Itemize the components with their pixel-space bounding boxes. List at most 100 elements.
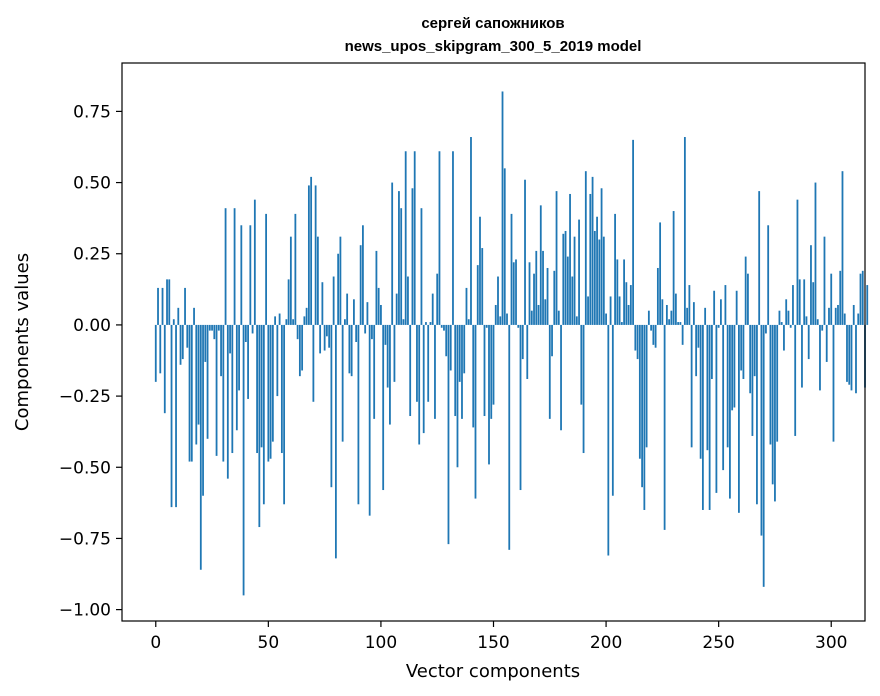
bar-60 bbox=[289, 236, 292, 325]
bar-245 bbox=[706, 324, 709, 451]
bar-124 bbox=[434, 324, 436, 419]
bar-73 bbox=[319, 324, 322, 354]
bar-134 bbox=[456, 324, 459, 468]
bar-194 bbox=[591, 176, 594, 325]
y-tick-label: 0.25 bbox=[73, 245, 111, 265]
bar-105 bbox=[391, 182, 394, 325]
bar-116 bbox=[416, 324, 418, 402]
bar-300 bbox=[830, 273, 833, 325]
bar-34 bbox=[231, 324, 234, 454]
bar-267 bbox=[756, 324, 758, 505]
bar-121 bbox=[427, 324, 430, 402]
bar-135 bbox=[458, 324, 461, 382]
bar-236 bbox=[686, 307, 689, 325]
bar-52 bbox=[271, 324, 274, 442]
bar-238 bbox=[690, 324, 693, 448]
bar-294 bbox=[816, 319, 819, 325]
bar-176 bbox=[551, 324, 553, 357]
bar-240 bbox=[695, 324, 698, 377]
bar-262 bbox=[744, 256, 747, 325]
bar-70 bbox=[312, 324, 315, 402]
bar-165 bbox=[526, 324, 529, 380]
bar-6 bbox=[168, 279, 171, 325]
bar-153 bbox=[499, 316, 502, 325]
bar-169 bbox=[535, 250, 538, 325]
bar-84 bbox=[344, 319, 346, 325]
bar-29 bbox=[220, 324, 222, 377]
y-tick-label: −1.00 bbox=[59, 601, 111, 621]
bar-2 bbox=[159, 324, 162, 374]
bar-129 bbox=[445, 324, 448, 357]
bar-189 bbox=[580, 324, 583, 405]
bar-50 bbox=[267, 324, 270, 462]
chart-title: сергей сапожников news_upos_skipgram_300… bbox=[345, 15, 642, 55]
bar-284 bbox=[794, 324, 797, 436]
bar-95 bbox=[368, 324, 371, 516]
bar-242 bbox=[699, 324, 702, 459]
y-tick-label: −0.50 bbox=[59, 458, 111, 478]
bar-21 bbox=[202, 324, 204, 496]
bar-159 bbox=[512, 262, 515, 325]
bar-279 bbox=[783, 324, 785, 351]
bar-74 bbox=[321, 282, 324, 325]
bar-301 bbox=[832, 324, 835, 442]
bar-199 bbox=[602, 236, 605, 325]
bar-306 bbox=[843, 313, 846, 325]
bar-280 bbox=[785, 299, 788, 325]
bar-274 bbox=[771, 324, 774, 485]
bar-23 bbox=[206, 324, 209, 439]
bar-239 bbox=[692, 302, 695, 325]
bar-230 bbox=[672, 211, 675, 325]
bar-219 bbox=[647, 310, 650, 325]
bar-59 bbox=[287, 279, 290, 325]
bar-298 bbox=[825, 324, 828, 362]
bar-259 bbox=[738, 324, 740, 513]
bar-36 bbox=[235, 324, 238, 431]
bar-86 bbox=[348, 324, 351, 374]
bar-14 bbox=[186, 324, 189, 348]
bar-106 bbox=[393, 324, 396, 382]
bar-226 bbox=[663, 324, 666, 530]
bar-177 bbox=[553, 270, 556, 325]
bar-167 bbox=[530, 310, 533, 325]
bar-209 bbox=[625, 282, 628, 325]
bar-264 bbox=[749, 324, 752, 394]
bar-82 bbox=[339, 236, 342, 325]
bar-206 bbox=[618, 296, 621, 325]
bar-161 bbox=[517, 324, 520, 328]
bar-163 bbox=[521, 324, 524, 360]
bar-138 bbox=[465, 287, 468, 325]
bar-256 bbox=[731, 324, 734, 411]
bar-251 bbox=[720, 299, 722, 325]
bar-261 bbox=[742, 324, 745, 380]
bar-77 bbox=[328, 324, 331, 348]
bar-19 bbox=[197, 324, 200, 425]
x-tick-label: 100 bbox=[365, 633, 397, 653]
bar-62 bbox=[294, 213, 297, 325]
bar-90 bbox=[357, 324, 360, 505]
bar-285 bbox=[796, 199, 799, 325]
bar-100 bbox=[380, 304, 382, 325]
bar-40 bbox=[244, 324, 247, 342]
bar-35 bbox=[233, 208, 236, 325]
bar-196 bbox=[596, 216, 598, 325]
bar-277 bbox=[778, 310, 781, 325]
bar-58 bbox=[285, 319, 288, 325]
bar-101 bbox=[382, 324, 385, 491]
bar-152 bbox=[497, 276, 499, 325]
bar-132 bbox=[452, 151, 454, 325]
bar-249 bbox=[715, 324, 718, 493]
y-tick-label: 0.50 bbox=[73, 174, 111, 194]
bar-268 bbox=[758, 191, 761, 325]
bar-235 bbox=[683, 137, 686, 325]
bar-255 bbox=[729, 324, 731, 499]
x-axis-label: Vector components bbox=[406, 661, 580, 682]
bar-154 bbox=[501, 91, 504, 325]
bar-207 bbox=[620, 322, 623, 325]
bar-241 bbox=[697, 324, 700, 348]
bar-243 bbox=[701, 324, 704, 510]
bar-63 bbox=[296, 324, 299, 340]
bar-55 bbox=[278, 313, 281, 325]
bar-126 bbox=[438, 151, 441, 325]
